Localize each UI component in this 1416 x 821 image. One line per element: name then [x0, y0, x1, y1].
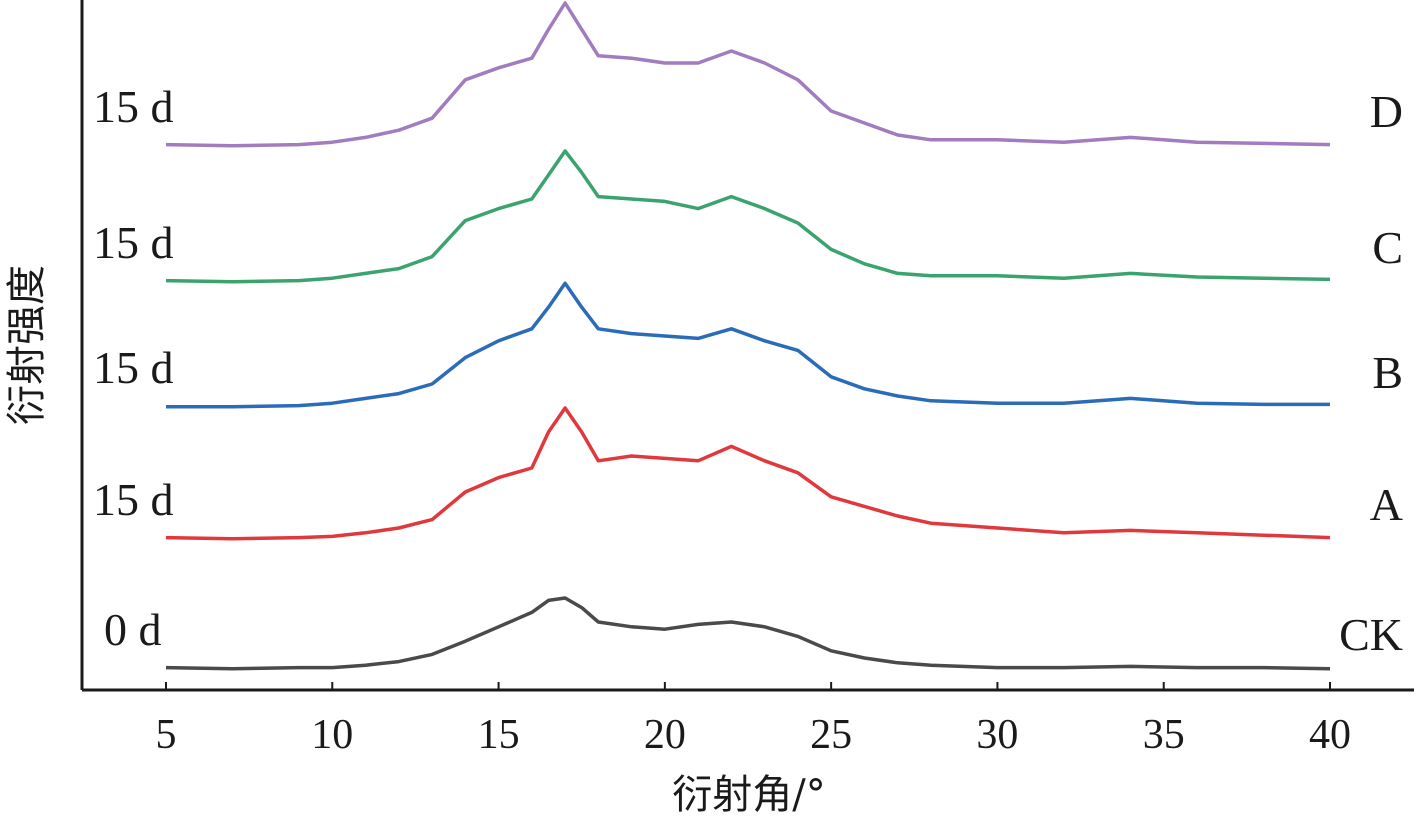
x-tick-label: 35: [1143, 712, 1185, 758]
series-line-a: [165, 406, 1331, 541]
time-label-a: 15 d: [93, 474, 174, 525]
side-labels: 0 d CK 15 d A 15 d B 15 d C 15 d D: [93, 81, 1403, 660]
x-tick-label: 15: [478, 712, 520, 758]
series-layer: [165, 1, 1331, 671]
axes: [80, 0, 1414, 692]
series-line-ck: [165, 596, 1331, 671]
series-name-label-d: D: [1370, 86, 1403, 137]
x-tick-label: 25: [810, 712, 852, 758]
series-line-d: [165, 1, 1331, 148]
time-label-ck: 0 d: [104, 604, 162, 655]
x-tick-label: 5: [156, 712, 177, 758]
time-label-d: 15 d: [93, 81, 174, 132]
y-axis-title: 衍射强度: [4, 265, 50, 425]
x-tick-label: 40: [1309, 712, 1351, 758]
time-label-c: 15 d: [93, 217, 174, 268]
series-name-label-b: B: [1372, 347, 1403, 398]
time-label-b: 15 d: [93, 342, 174, 393]
x-tick-label: 20: [644, 712, 686, 758]
x-ticks: 5 10 15 20 25 30 35 40: [156, 682, 1351, 758]
series-name-label-a: A: [1370, 479, 1403, 530]
x-axis-title: 衍射角/°: [672, 772, 825, 818]
series-line-c: [165, 149, 1331, 284]
x-tick-label: 30: [976, 712, 1018, 758]
x-tick-label: 10: [311, 712, 353, 758]
series-line-b: [166, 281, 1330, 409]
series-name-label-ck: CK: [1339, 609, 1403, 660]
series-name-label-c: C: [1372, 222, 1403, 273]
